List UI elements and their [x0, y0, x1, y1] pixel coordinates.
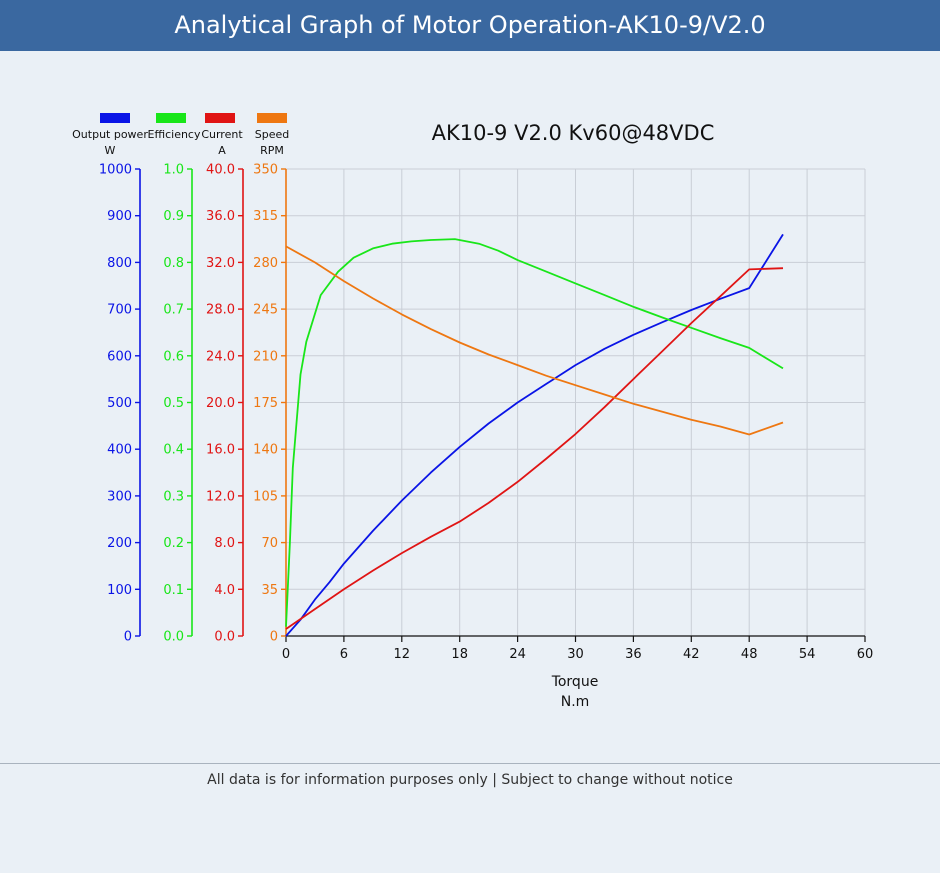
efficiency-tick-label: 0.9	[163, 209, 184, 224]
current-tick-label: 4.0	[214, 583, 235, 598]
efficiency-legend-label: Efficiency	[148, 128, 201, 141]
x-tick-label: 42	[683, 647, 700, 662]
output_power-tick-label: 400	[107, 443, 132, 458]
output_power-line	[285, 233, 784, 637]
speed-tick-label: 140	[253, 443, 278, 458]
current-tick-label: 16.0	[206, 443, 235, 458]
current-tick-label: 12.0	[206, 489, 235, 504]
output_power-tick-label: 700	[107, 303, 132, 318]
speed-tick-label: 280	[253, 256, 278, 271]
output_power-tick-label: 800	[107, 256, 132, 271]
speed-tick-label: 245	[253, 303, 278, 318]
efficiency-line	[285, 238, 784, 627]
current-legend-swatch	[205, 113, 235, 123]
speed-tick-label: 0	[270, 630, 278, 645]
efficiency-legend-swatch	[156, 113, 186, 123]
x-tick-label: 12	[394, 647, 411, 662]
efficiency-tick-label: 0.7	[163, 303, 184, 318]
x-tick-label: 18	[451, 647, 468, 662]
current-tick-label: 40.0	[206, 163, 235, 178]
chart-grid	[286, 168, 866, 636]
x-tick-label: 48	[741, 647, 758, 662]
page-title: Analytical Graph of Motor Operation-AK10…	[0, 0, 940, 51]
current-tick-label: 0.0	[214, 630, 235, 645]
current-line	[285, 267, 784, 630]
current-tick-label: 36.0	[206, 209, 235, 224]
speed-tick-label: 350	[253, 163, 278, 178]
current-tick-label: 24.0	[206, 349, 235, 364]
current-legend-unit: A	[218, 144, 226, 157]
x-tick-label: 30	[567, 647, 584, 662]
output_power-tick-label: 300	[107, 489, 132, 504]
efficiency-tick-label: 0.3	[163, 489, 184, 504]
footer-divider	[0, 763, 940, 764]
output_power-legend-label: Output power	[72, 128, 148, 141]
x-axis-label: Torque	[551, 674, 599, 690]
x-tick-label: 0	[282, 647, 290, 662]
chart-axes: 0 6 12 18 24 30 36 42 48 54 6001002003004005006007…	[99, 163, 873, 663]
speed-legend-swatch	[257, 113, 287, 123]
speed-tick-label: 315	[253, 209, 278, 224]
efficiency-tick-label: 1.0	[163, 163, 184, 178]
x-tick-label: 24	[509, 647, 526, 662]
output_power-tick-label: 100	[107, 583, 132, 598]
current-tick-label: 28.0	[206, 303, 235, 318]
chart-legend: Output power W Efficiency Current A Speed RPM	[72, 113, 289, 157]
current-tick-label: 32.0	[206, 256, 235, 271]
speed-tick-label: 175	[253, 396, 278, 411]
output_power-tick-label: 900	[107, 209, 132, 224]
efficiency-tick-label: 0.1	[163, 583, 184, 598]
output_power-legend-unit: W	[105, 144, 116, 157]
speed-line	[285, 245, 784, 436]
efficiency-tick-label: 0.2	[163, 536, 184, 551]
current-legend-label: Current	[201, 128, 243, 141]
output_power-tick-label: 1000	[99, 163, 132, 178]
output_power-legend-swatch	[100, 113, 130, 123]
speed-legend-label: Speed	[255, 128, 289, 141]
x-tick-label: 6	[340, 647, 348, 662]
output_power-tick-label: 600	[107, 349, 132, 364]
speed-tick-label: 35	[261, 583, 278, 598]
output_power-tick-label: 500	[107, 396, 132, 411]
x-tick-label: 54	[799, 647, 816, 662]
x-axis-unit: N.m	[561, 694, 590, 710]
speed-tick-label: 105	[253, 489, 278, 504]
x-tick-label: 36	[625, 647, 642, 662]
current-tick-label: 20.0	[206, 396, 235, 411]
chart-title: AK10-9 V2.0 Kv60@48VDC	[432, 121, 715, 145]
x-tick-label: 60	[857, 647, 874, 662]
output_power-tick-label: 0	[124, 630, 132, 645]
current-tick-label: 8.0	[214, 536, 235, 551]
speed-tick-label: 210	[253, 349, 278, 364]
efficiency-tick-label: 0.6	[163, 349, 184, 364]
efficiency-tick-label: 0.5	[163, 396, 184, 411]
efficiency-tick-label: 0.4	[163, 443, 184, 458]
chart-lines	[285, 233, 784, 637]
footer-note: All data is for information purposes onl…	[207, 772, 733, 788]
speed-tick-label: 70	[261, 536, 278, 551]
efficiency-tick-label: 0.0	[163, 630, 184, 645]
output_power-tick-label: 200	[107, 536, 132, 551]
speed-legend-unit: RPM	[260, 144, 284, 157]
efficiency-tick-label: 0.8	[163, 256, 184, 271]
